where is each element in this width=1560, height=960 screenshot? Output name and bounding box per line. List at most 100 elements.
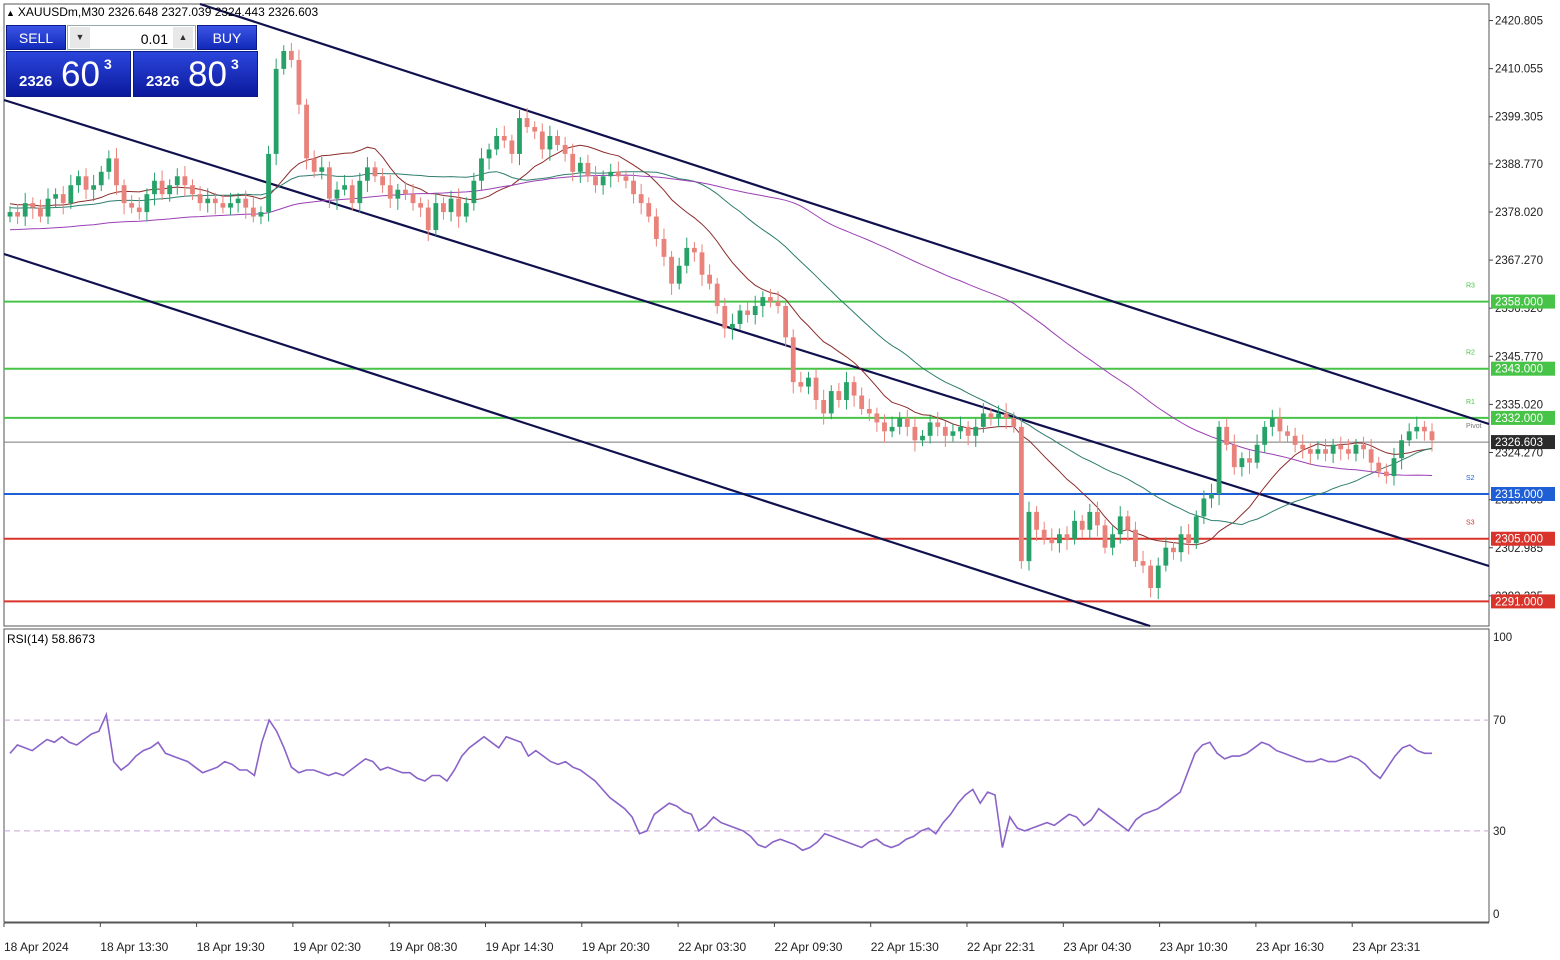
candle-body [1406, 431, 1412, 441]
level-tag-4: S2 [1466, 475, 1475, 482]
candle-body [1209, 493, 1214, 499]
level-label-box-1 [1491, 361, 1555, 376]
candle-body [486, 149, 492, 159]
chevron-up-icon[interactable]: ▲ [173, 27, 193, 48]
candle-body [1285, 431, 1290, 436]
candle-body [98, 171, 104, 186]
collapse-triangle-icon[interactable]: ▲ [6, 8, 15, 18]
current-price-label: 2326.603 [1495, 437, 1543, 449]
candle-body [935, 422, 941, 427]
candle-body [1125, 516, 1131, 530]
candle-body [722, 306, 728, 329]
price-tick-label: 2324.270 [1495, 448, 1543, 460]
price-tick-label: 2378.020 [1495, 207, 1543, 219]
candle-body [22, 203, 28, 217]
candle-body [950, 431, 956, 436]
level-label-box-2 [1491, 410, 1555, 425]
candle-body [463, 203, 469, 217]
candle-body [159, 180, 165, 195]
ma-slow-line [9, 174, 1433, 476]
moving-averages [9, 144, 1433, 546]
channel-line-1 [3, 98, 1490, 568]
candle-body [304, 104, 309, 159]
candle-body [1163, 547, 1169, 566]
candle-body [387, 185, 393, 199]
ask-quote[interactable]: 2326 80 3 [133, 51, 258, 97]
candle-body [7, 212, 13, 217]
level-label-5: 2305.000 [1495, 534, 1543, 546]
level-label-0: 2358.000 [1495, 297, 1543, 309]
candle-body [410, 194, 416, 204]
time-axis-bg [0, 923, 1560, 960]
bid-quote[interactable]: 2326 60 3 [6, 51, 131, 97]
candle-body [798, 382, 804, 387]
candle-body [425, 207, 431, 230]
candle-body [1429, 431, 1435, 441]
candle-body [1133, 529, 1138, 562]
candle-body [1361, 444, 1366, 450]
current-price-box [1491, 435, 1555, 450]
time-tick-label: 18 Apr 2024 [4, 940, 69, 954]
candle-body [1018, 426, 1024, 562]
candle-body [669, 256, 674, 284]
candle-body [1323, 449, 1328, 454]
candle-body [844, 382, 849, 401]
candle-body [266, 153, 271, 213]
ma-fast-line [9, 144, 1433, 546]
candle-body [30, 203, 36, 208]
candle-body [53, 194, 59, 199]
candle-body [547, 136, 553, 150]
candle-body [912, 426, 918, 441]
candle-body [638, 194, 644, 204]
candle-body [942, 426, 948, 436]
candle-body [1140, 561, 1146, 566]
candle-body [646, 203, 652, 217]
candle-body [615, 171, 621, 177]
candle-body [570, 153, 576, 172]
candle-body [790, 337, 796, 383]
candle-body [296, 59, 302, 105]
candle-body [851, 382, 857, 396]
candle-body [517, 118, 522, 154]
candle-body [1300, 444, 1306, 450]
time-tick-label: 19 Apr 08:30 [389, 940, 457, 954]
candle-body [258, 212, 264, 217]
candle-body [532, 127, 538, 132]
price-tick-label: 2420.805 [1495, 16, 1543, 28]
price-tick-label: 2302.985 [1495, 543, 1543, 555]
ask-prefix: 2326 [146, 73, 180, 90]
candle-body [190, 185, 195, 195]
rsi-axis-label: 0 [1493, 909, 1499, 921]
candlesticks [7, 42, 1435, 600]
candle-body [288, 50, 294, 60]
candle-body [539, 131, 545, 150]
candle-body [1072, 520, 1077, 539]
candle-body [1383, 471, 1389, 477]
candle-body [1254, 444, 1260, 463]
chevron-down-icon[interactable]: ▼ [70, 27, 90, 48]
candle-body [372, 167, 378, 177]
candle-body [1117, 516, 1123, 535]
price-tick-label: 2399.305 [1495, 112, 1543, 124]
candle-body [471, 180, 477, 204]
candle-body [395, 189, 401, 199]
candle-body [1224, 426, 1230, 445]
lot-size-input[interactable] [94, 28, 170, 49]
level-lines [4, 300, 1489, 603]
candle-body [418, 203, 424, 208]
candle-body [448, 198, 454, 213]
candle-body [342, 185, 347, 190]
time-tick-label: 22 Apr 15:30 [871, 940, 939, 954]
sell-button[interactable]: SELL [6, 25, 66, 50]
candle-body [1239, 458, 1245, 468]
candle-body [144, 194, 150, 213]
candle-body [456, 198, 462, 217]
candle-body [136, 207, 142, 213]
candle-body [114, 158, 119, 186]
buy-button[interactable]: BUY [197, 25, 257, 50]
level-label-box-4 [1491, 486, 1555, 501]
candle-body [1155, 565, 1161, 588]
candle-body [593, 176, 598, 186]
